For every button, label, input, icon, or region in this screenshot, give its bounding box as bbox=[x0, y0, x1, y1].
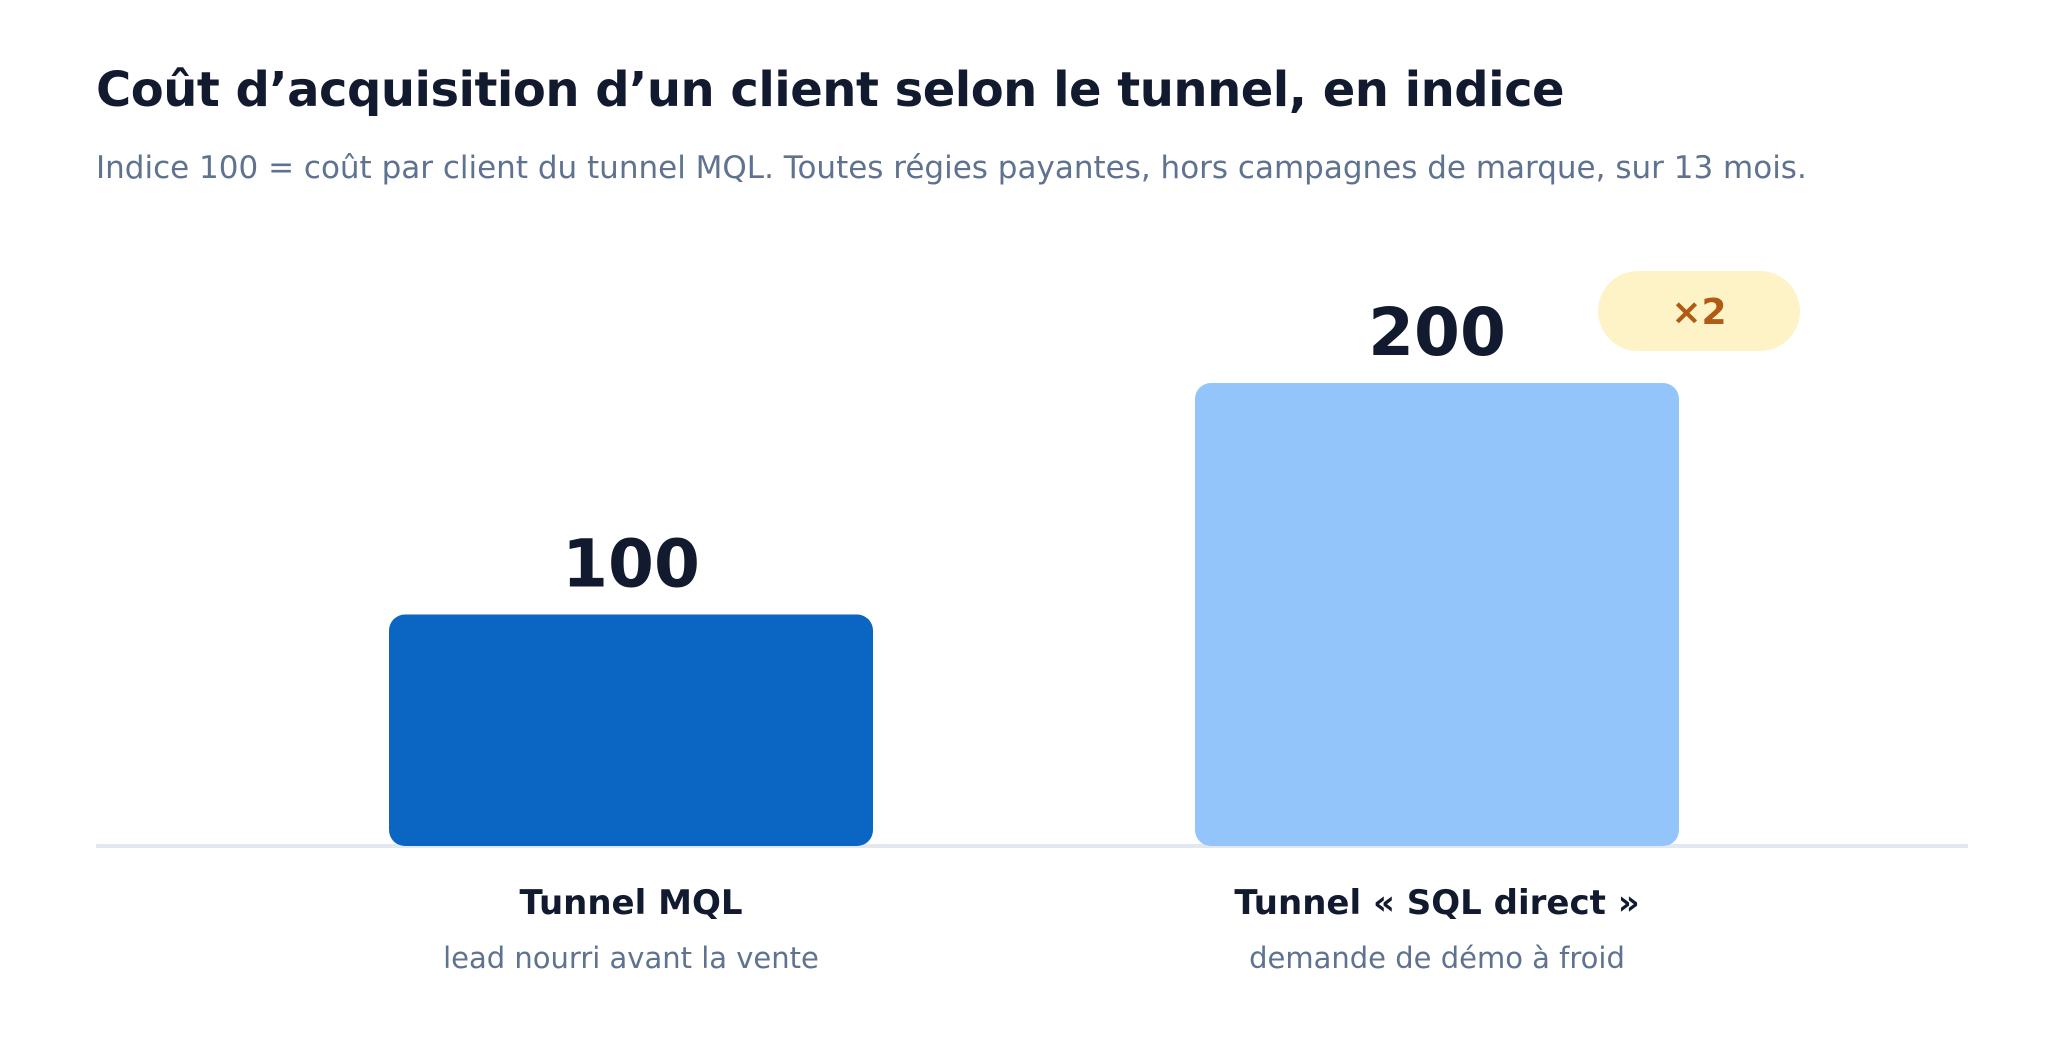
value-label-2: 200 bbox=[1368, 294, 1506, 371]
category-sublabel-1: lead nourri avant la vente bbox=[443, 941, 819, 975]
category-sublabel-2: demande de démo à froid bbox=[1249, 941, 1625, 975]
multiplier-badge-label: ×2 bbox=[1671, 292, 1726, 333]
value-label-1: 100 bbox=[562, 526, 700, 603]
bar-2 bbox=[1195, 383, 1679, 846]
category-label-2: Tunnel « SQL direct » bbox=[1234, 883, 1639, 923]
chart-title: Coût d’acquisition d’un client selon le … bbox=[96, 62, 1565, 118]
multiplier-badge bbox=[1598, 271, 1800, 351]
category-label-1: Tunnel MQL bbox=[519, 883, 742, 923]
bar-1 bbox=[389, 614, 873, 846]
chart-subtitle: Indice 100 = coût par client du tunnel M… bbox=[96, 150, 1807, 186]
